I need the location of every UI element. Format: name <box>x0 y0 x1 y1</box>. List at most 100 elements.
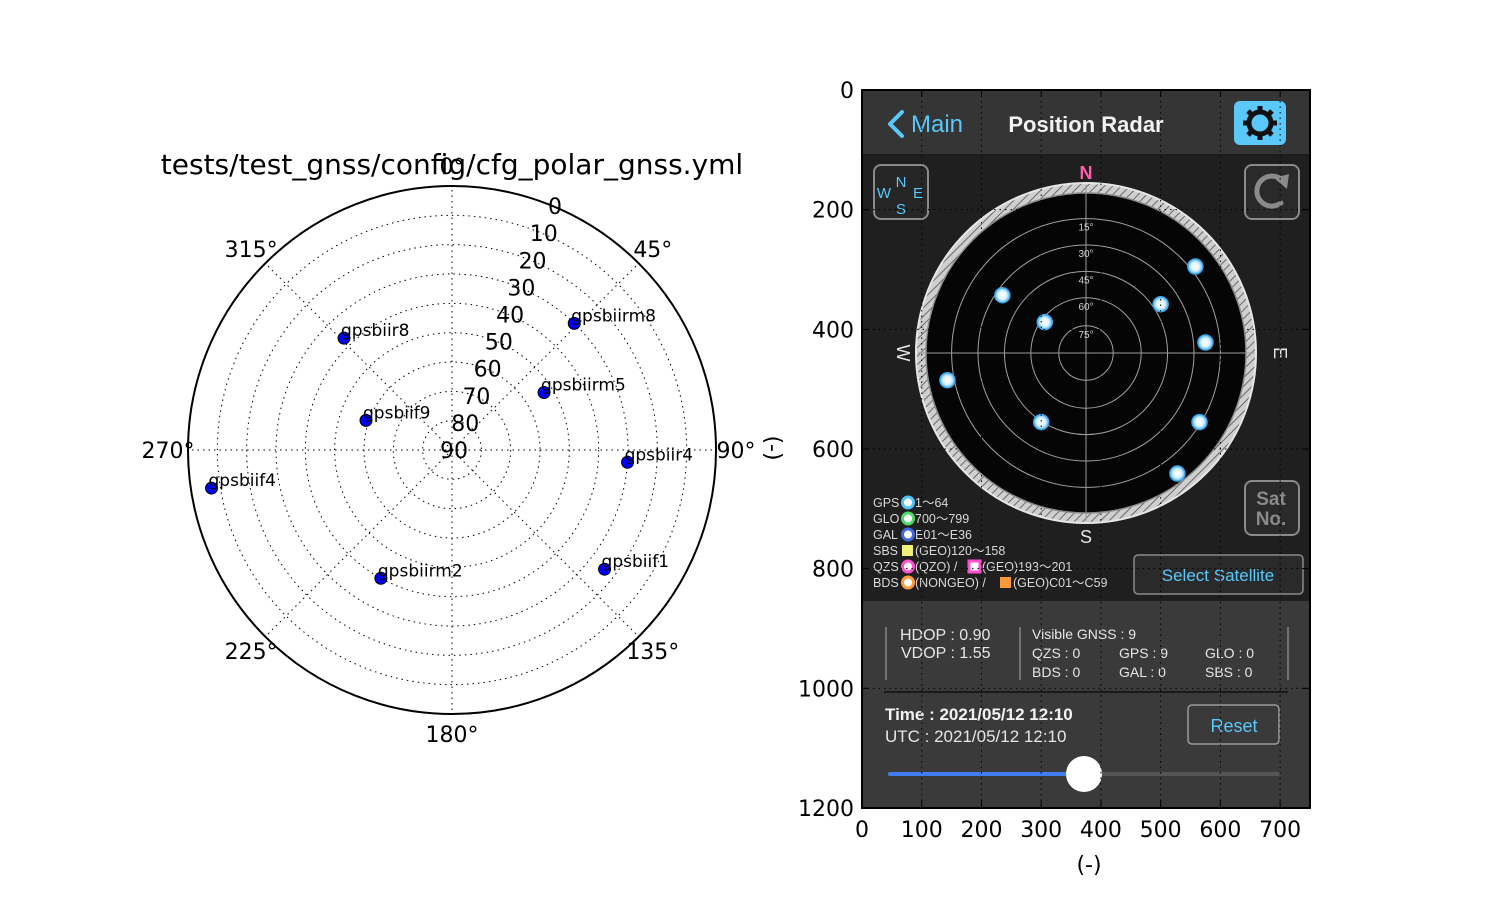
time-slider-thumb[interactable] <box>1066 756 1102 792</box>
legend-system-name: BDS <box>873 576 899 590</box>
sat-no-button[interactable] <box>1244 480 1300 536</box>
y-tick-label: 1200 <box>798 797 854 822</box>
gear-icon <box>1243 106 1277 140</box>
legend-range: (QZO) / <box>915 560 958 574</box>
theta-tick-label: 135° <box>626 640 679 665</box>
radial-tick-label: 60 <box>474 358 502 383</box>
theta-tick-label: 270° <box>142 439 195 464</box>
legend-system-name: GLO <box>873 512 900 526</box>
radial-tick-label: 80 <box>451 412 479 437</box>
satellite-marker <box>567 316 581 330</box>
legend-range: E01〜E36 <box>915 528 972 542</box>
legend-swatch <box>902 545 913 556</box>
legend-swatch <box>901 575 915 590</box>
satellite-marker <box>621 455 635 469</box>
satellite-marker <box>537 385 551 399</box>
rose-e: E <box>913 185 923 202</box>
satellite-label: gpsbiif4 <box>209 471 276 491</box>
radial-gridline <box>304 302 600 598</box>
polar-chart: tests/test_gnss/config/cfg_polar_gnss.ym… <box>142 148 786 748</box>
legend-swatch-geo <box>1000 577 1011 588</box>
y-tick-label: 400 <box>812 318 854 343</box>
radar-satellite[interactable] <box>939 371 956 389</box>
reset-button[interactable] <box>1187 704 1280 745</box>
radial-gridline <box>422 420 482 480</box>
radial-tick-label: 50 <box>485 331 513 356</box>
elevation-ring-label: 15° <box>1078 223 1093 234</box>
bds-count: BDS : 0 <box>1032 664 1080 680</box>
legend-range: (GEO)120〜158 <box>915 544 1005 558</box>
theta-tick-label: 0° <box>440 155 465 180</box>
compass-w: W <box>893 345 913 362</box>
radar-satellite[interactable] <box>1152 295 1169 313</box>
polar-outer-frame <box>187 185 717 715</box>
legend-swatch <box>901 559 915 574</box>
polar-chart-title: tests/test_gnss/config/cfg_polar_gnss.ym… <box>161 148 743 181</box>
satellite-marker <box>205 481 219 495</box>
orientation-button[interactable] <box>873 164 929 220</box>
sat-no-line-2: No. <box>1256 509 1287 530</box>
radar-satellite[interactable] <box>1197 334 1214 351</box>
select-satellite-button[interactable] <box>1133 554 1304 595</box>
legend-swatch <box>901 511 915 526</box>
elevation-ring-label: 60° <box>1078 302 1093 313</box>
image-grid <box>862 90 1310 808</box>
satellite-label: gpsbiif1 <box>602 552 669 572</box>
radar-satellite[interactable] <box>1036 313 1054 331</box>
rose-w: W <box>877 185 892 202</box>
radar-satellite[interactable] <box>1187 258 1204 275</box>
back-chevron-icon[interactable] <box>888 110 904 138</box>
radial-gridline <box>392 390 512 510</box>
back-button[interactable]: Main <box>911 111 963 138</box>
phone-screenshot: Main Position Radar 15° 30° 45° 60° 75° <box>862 90 1310 808</box>
gal-count: GAL : 0 <box>1119 664 1166 680</box>
theta-tick-label: 315° <box>225 238 278 263</box>
x-tick-label: 300 <box>1020 818 1062 843</box>
y-tick-label: 200 <box>812 199 854 224</box>
x-tick-label: 200 <box>960 818 1002 843</box>
radial-axis-label: (-) <box>760 435 785 460</box>
legend-swatch-geo <box>967 559 982 574</box>
hdop-value: HDOP : 0.90 <box>900 627 991 644</box>
compass-e: E <box>1270 347 1290 359</box>
refresh-button[interactable] <box>1244 164 1300 220</box>
angular-gridline <box>451 262 640 451</box>
legend-system-name: SBS <box>873 544 898 558</box>
satellite-label: gpsbiirm8 <box>571 306 656 326</box>
legend-system-name: GPS <box>873 496 899 510</box>
x-tick-label: 100 <box>901 818 943 843</box>
satellite-label: gpsbiif9 <box>363 403 430 423</box>
radial-tick-label: 30 <box>507 276 535 301</box>
radar-satellite[interactable] <box>1032 413 1050 431</box>
elevation-ring-label: 75° <box>1078 330 1093 341</box>
y-tick-label: 600 <box>812 438 854 463</box>
y-tick-label: 1000 <box>798 677 854 702</box>
angular-gridline <box>451 449 640 638</box>
satellite-marker <box>359 413 373 427</box>
theta-tick-label: 90° <box>717 439 756 464</box>
angular-gridline <box>264 449 453 638</box>
x-tick-label: 400 <box>1080 818 1122 843</box>
sat-no-line-1: Sat <box>1256 489 1286 510</box>
legend-system-name: GAL <box>873 528 898 542</box>
select-satellite-label: Select Satellite <box>1162 566 1274 585</box>
x-axis-ticks: 0 100 200 300 400 500 600 700 <box>855 90 1301 843</box>
elevation-ring-label: 30° <box>1078 249 1093 260</box>
radar-satellite[interactable] <box>1191 413 1208 431</box>
rose-n: N <box>896 174 907 191</box>
radar-satellite[interactable] <box>1169 465 1186 482</box>
radar-satellite[interactable] <box>994 286 1011 304</box>
sbs-count: SBS : 0 <box>1205 664 1253 680</box>
legend-swatch <box>901 495 915 510</box>
theta-tick-label: 225° <box>225 640 278 665</box>
legend-system-name: QZS <box>873 560 899 574</box>
radial-gridline <box>334 332 570 568</box>
legend-range-geo: (GEO)193〜201 <box>982 560 1072 574</box>
gps-count: GPS : 9 <box>1119 645 1168 661</box>
radial-tick-label: 20 <box>519 249 547 274</box>
satellite-marker <box>598 562 612 576</box>
radial-tick-label: 90 <box>440 439 468 464</box>
x-axis-label: (-) <box>1076 853 1101 878</box>
